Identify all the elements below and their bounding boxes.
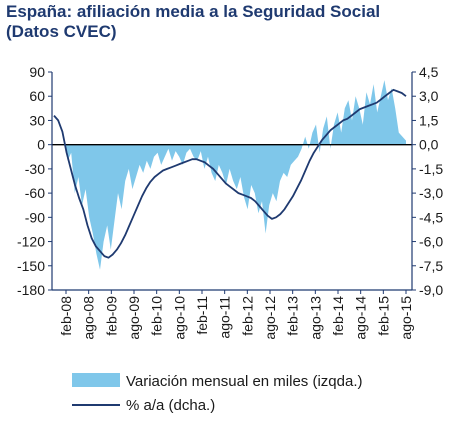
y-left-tick-label: 90 [29, 64, 45, 80]
line-series-pct-aa [53, 88, 407, 259]
x-tick-label: ago-09 [126, 296, 142, 340]
chart-title: España: afiliación media a la Seguridad … [6, 2, 462, 42]
y-right-tick-label: 0,0 [419, 137, 439, 153]
y-right-tick-label: 4,5 [419, 64, 439, 80]
y-left-tick-label: -180 [17, 282, 45, 298]
y-left-tick-label: -120 [17, 234, 45, 250]
x-tick-label: feb-08 [58, 296, 74, 336]
x-tick-label: ago-10 [171, 296, 187, 340]
area-series-variacion-mensual [64, 80, 406, 270]
y-left-tick-label: -150 [17, 258, 45, 274]
x-tick-label: ago-11 [217, 296, 233, 339]
chart-title-line1: España: afiliación media a la Seguridad … [6, 2, 381, 21]
x-tick-label: ago-14 [353, 296, 369, 340]
legend-label-area: Variación mensual en miles (izqda.) [126, 373, 363, 390]
y-right-tick-label: 1,5 [419, 112, 439, 128]
x-tick-label: feb-10 [149, 296, 165, 336]
legend-label-line: % a/a (dcha.) [126, 397, 215, 414]
y-left-tick-label: -90 [25, 209, 45, 225]
y-right-tick-label: -3,0 [419, 185, 443, 201]
x-tick-label: feb-12 [239, 296, 255, 336]
y-left-tick-label: -60 [25, 185, 45, 201]
y-left-tick-label: 30 [29, 112, 45, 128]
x-tick-label: feb-11 [194, 296, 210, 335]
y-left-tick-label: -30 [25, 161, 45, 177]
y-right-tick-label: -9,0 [419, 282, 443, 298]
x-tick-label: ago-15 [398, 296, 414, 340]
x-tick-label: feb-09 [103, 296, 119, 336]
y-left-tick-label: 0 [37, 137, 45, 153]
y-right-tick-label: -6,0 [419, 234, 443, 250]
y-right-tick-label: -1,5 [419, 161, 443, 177]
y-right-tick-label: -4,5 [419, 209, 443, 225]
y-right-tick-label: 3,0 [419, 88, 439, 104]
x-tick-label: ago-13 [307, 296, 323, 340]
x-tick-label: ago-08 [81, 296, 97, 340]
x-tick-label: feb-13 [285, 296, 301, 336]
y-left-tick-label: 60 [29, 88, 45, 104]
chart-title-line2: (Datos CVEC) [6, 22, 117, 41]
x-tick-label: ago-12 [262, 296, 278, 340]
x-tick-label: feb-15 [375, 296, 391, 336]
y-right-tick-label: -7,5 [419, 258, 443, 274]
legend-swatch-area [72, 373, 120, 387]
x-tick-label: feb-14 [330, 296, 346, 336]
